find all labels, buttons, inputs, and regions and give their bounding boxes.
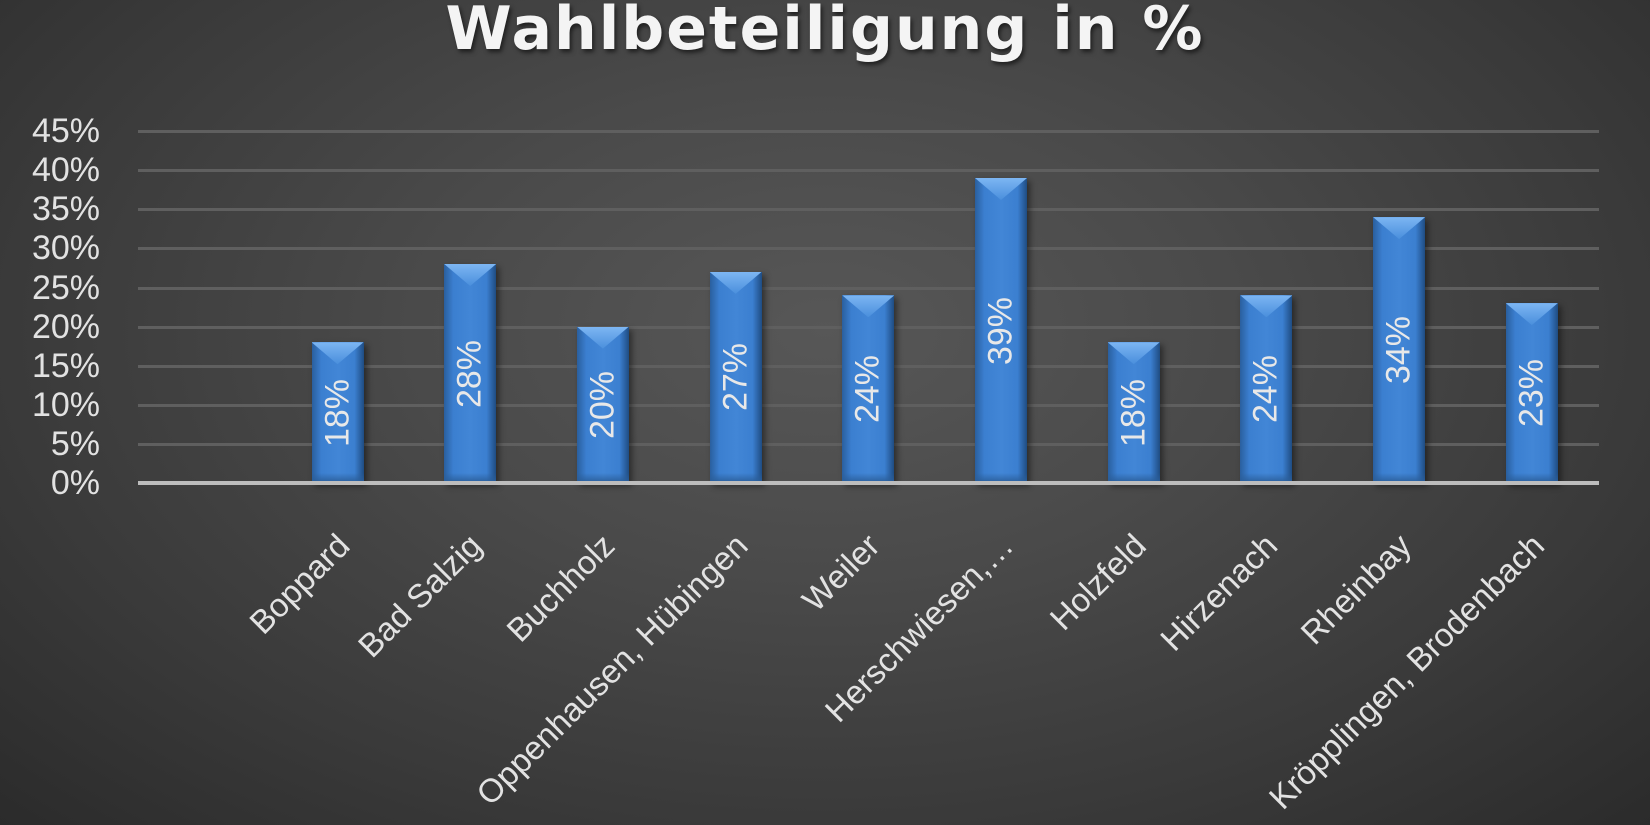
- y-tick-label: 15%: [31, 346, 100, 385]
- y-tick-label: 35%: [31, 190, 100, 229]
- data-label: 28%: [450, 339, 489, 408]
- bar[interactable]: 18%: [1107, 342, 1160, 483]
- gridline: [138, 169, 1599, 173]
- chart-title: Wahlbeteiligung in %: [445, 0, 1205, 64]
- bar[interactable]: 24%: [1240, 295, 1293, 483]
- bar[interactable]: 34%: [1373, 217, 1426, 483]
- y-tick-label: 20%: [31, 307, 100, 346]
- y-tick-label: 0%: [50, 464, 100, 502]
- x-tick-label: Boppard: [241, 526, 356, 641]
- bar[interactable]: 23%: [1505, 303, 1558, 483]
- x-tick-label: Hirzenach: [1153, 526, 1285, 658]
- data-label: 27%: [716, 343, 755, 412]
- gridline: [138, 247, 1599, 251]
- data-label: 18%: [318, 378, 356, 447]
- x-tick-label: Weiler: [795, 526, 887, 619]
- x-axis-line: [138, 481, 1599, 485]
- data-label: 24%: [848, 355, 887, 424]
- y-tick-label: 40%: [31, 151, 100, 190]
- data-label: 39%: [981, 296, 1020, 365]
- y-tick-label: 5%: [50, 424, 100, 463]
- y-tick-label: 10%: [31, 385, 100, 424]
- x-tick-label: Holzfeld: [1042, 526, 1153, 638]
- x-tick-label: Buchholz: [499, 526, 622, 649]
- x-tick-label: Bad Salzig: [350, 526, 489, 665]
- data-label: 23%: [1512, 359, 1551, 428]
- bar[interactable]: 27%: [709, 271, 762, 484]
- bar[interactable]: 24%: [842, 295, 895, 483]
- gridline: [138, 208, 1599, 212]
- data-label: 24%: [1246, 355, 1285, 424]
- gridline: [138, 130, 1599, 134]
- x-tick-label: Kröpplingen, Brodenbach: [1261, 526, 1551, 817]
- x-tick-label: Rheinbay: [1293, 526, 1419, 652]
- y-tick-label: 45%: [31, 112, 100, 151]
- y-tick-label: 30%: [31, 229, 100, 268]
- bar[interactable]: 18%: [311, 342, 364, 483]
- bar[interactable]: 20%: [576, 326, 629, 484]
- y-tick-label: 25%: [31, 268, 100, 307]
- gridline: [138, 286, 1599, 290]
- x-tick-label: Oppenhausen, Hübingen: [468, 526, 755, 813]
- bar[interactable]: 39%: [975, 178, 1027, 483]
- data-label: 18%: [1114, 378, 1153, 447]
- data-label: 34%: [1379, 316, 1418, 385]
- bar[interactable]: 28%: [444, 264, 497, 483]
- data-label: 20%: [583, 370, 622, 439]
